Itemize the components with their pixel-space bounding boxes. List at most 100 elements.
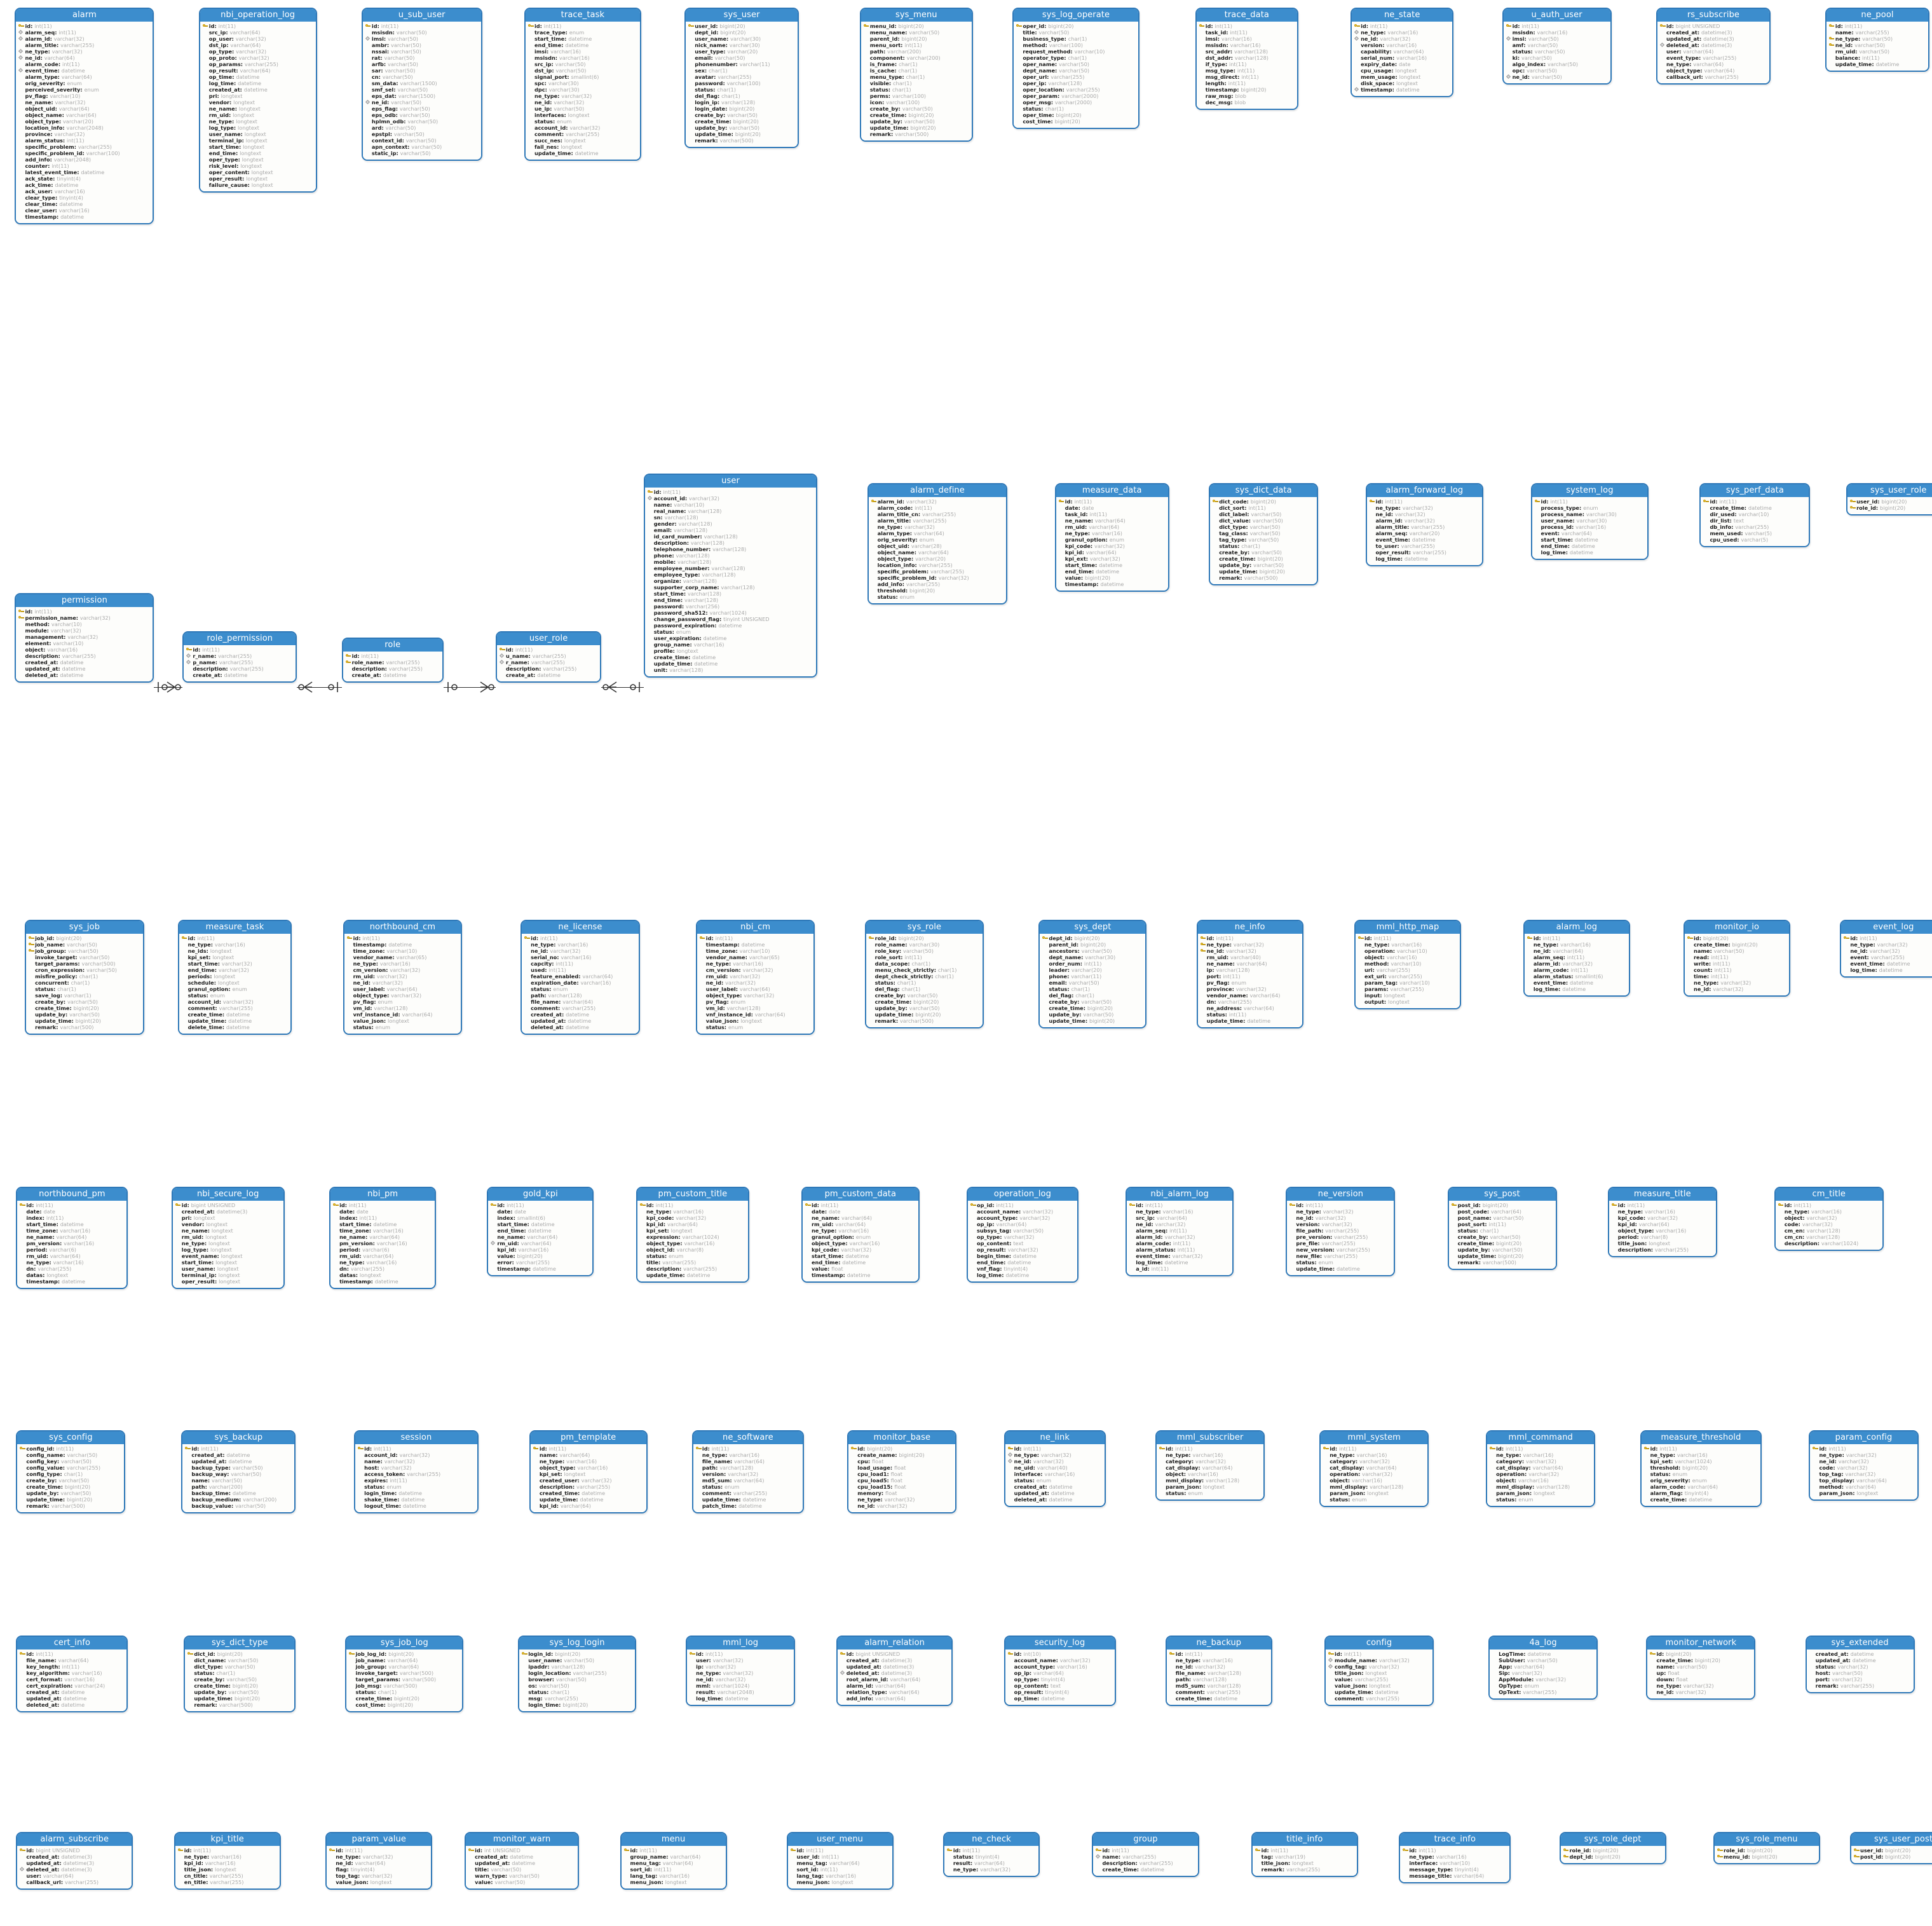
entity-table[interactable]: monitor_io id: bigint(20) create_time: big… (1684, 919, 1791, 997)
entity-table[interactable]: gold_kpi id: int(11) date: date index: smal… (487, 1187, 594, 1277)
entity-table[interactable]: measure_data id: int(11) date: date task_id… (1054, 483, 1169, 592)
entity-table[interactable]: system_log id: int(11) process_type: enum p… (1530, 483, 1649, 561)
entity-table[interactable]: cm_title id: int(11) ne_type: varchar(16) o… (1774, 1187, 1884, 1252)
entity-table[interactable]: rs_subscribe id: bigint UNSIGNED created_a… (1656, 7, 1771, 85)
entity-table[interactable]: alarm_relation id: bigint UNSIGNED created… (836, 1635, 953, 1706)
entity-table[interactable]: measure_threshold id: int(11) ne_type: var… (1640, 1430, 1762, 1508)
entity-table[interactable]: ne_state id: int(11) ne_type: varchar(16) n… (1350, 7, 1454, 97)
column-spacer (348, 1663, 355, 1670)
entity-table[interactable]: nbi_pm id: int(11) date: date index: int(11… (329, 1187, 437, 1290)
entity-table[interactable]: pm_custom_data id: int(11) date: date ne_na… (801, 1187, 920, 1283)
entity-table[interactable]: trace_info id: int(11) ne_type: varchar(16… (1399, 1831, 1511, 1883)
entity-table[interactable]: alarm_forward_log id: int(11) ne_type: var… (1365, 483, 1484, 567)
column-spacer (1007, 1657, 1014, 1663)
column-name: param_json (1330, 1490, 1363, 1497)
entity-table[interactable]: role_permission id: int(11) r_name: varcha… (182, 631, 297, 683)
entity-table[interactable]: sys_role role_id: bigint(20) role_name: va… (864, 919, 984, 1028)
entity-table[interactable]: sys_role_menu role_id: bigint(20) menu_id:… (1713, 1831, 1821, 1864)
entity-table[interactable]: mml_command id: int(11) ne_type: varchar(1… (1486, 1430, 1596, 1508)
entity-table[interactable]: ne_link id: int(11) ne_type: varchar(32) ne… (1003, 1430, 1106, 1508)
entity-table[interactable]: sys_user_post user_id: bigint(20) post_id:… (1849, 1831, 1932, 1864)
entity-table[interactable]: trace_task id: int(11) trace_type: enum sta… (524, 7, 641, 161)
entity-table[interactable]: 4a_log LogTime: datetime SubUser: varchar(… (1488, 1635, 1598, 1700)
entity-table[interactable]: pm_template id: int(11) name: varchar(64) n… (529, 1430, 648, 1514)
entity-table[interactable]: mml_system id: int(11) ne_type: varchar(16… (1319, 1430, 1429, 1508)
entity-table[interactable]: event_log id: int(11) ne_type: varchar(32)… (1840, 919, 1932, 978)
entity-table[interactable]: alarm_define alarm_id: varchar(32) alarm_c… (867, 483, 1008, 605)
entity-table[interactable]: sys_log_login login_id: bigint(20) user_na… (518, 1635, 636, 1712)
entity-table[interactable]: title_info id: int(11) tag: varchar(19) tit… (1251, 1831, 1358, 1877)
entity-table[interactable]: northbound_cm id: int(11) timestamp: datet… (343, 919, 463, 1035)
entity-table[interactable]: nbi_cm id: int(11) timestamp: datetime time… (695, 919, 815, 1035)
entity-table[interactable]: ne_backup id: int(11) ne_type: varchar(16)… (1165, 1635, 1272, 1706)
entity-table[interactable]: sys_post post_id: bigint(20) post_code: va… (1447, 1187, 1557, 1271)
entity-table[interactable]: sys_config config_id: int(11) config_name:… (16, 1430, 126, 1514)
entity-table[interactable]: ne_license id: int(11) ne_type: varchar(16… (520, 919, 640, 1035)
column-separator: : (1571, 973, 1575, 980)
entity-table[interactable]: menu id: int(11) group_name: varchar(64) me… (620, 1831, 727, 1890)
entity-table[interactable]: measure_title id: int(11) ne_type: varchar… (1607, 1187, 1717, 1258)
entity-table[interactable]: mml_subscriber id: int(11) ne_type: varcha… (1155, 1430, 1265, 1501)
entity-table[interactable]: pm_custom_title id: int(11) ne_type: varch… (636, 1187, 749, 1283)
entity-table[interactable]: sys_user_role user_id: bigint(20) role_id:… (1846, 483, 1932, 516)
entity-table[interactable]: ne_version id: int(11) ne_type: varchar(32… (1286, 1187, 1396, 1277)
column-type: varchar(50) (1527, 41, 1558, 48)
column-spacer (647, 648, 654, 654)
entity-table[interactable]: sys_backup id: int(11) created_at: datetim… (181, 1430, 296, 1514)
entity-table[interactable]: sys_dict_type dict_id: bigint(20) dict_nam… (184, 1635, 296, 1712)
column-name: input (1364, 992, 1380, 999)
entity-table[interactable]: sys_log_operate oper_id: bigint(20) title:… (1012, 7, 1139, 129)
entity-table[interactable]: ne_info id: int(11) ne_type: varchar(32) ne… (1196, 919, 1303, 1028)
entity-table[interactable]: security_log id: int(10) account_name: var… (1003, 1635, 1116, 1706)
entity-table[interactable]: param_config id: int(11) ne_type: varchar(… (1809, 1430, 1919, 1501)
entity-table[interactable]: alarm_log id: int(11) ne_type: varchar(16)… (1523, 919, 1630, 997)
column-spacer (647, 629, 654, 635)
entity-table[interactable]: alarm_subscribe id: bigint UNSIGNED create… (16, 1831, 133, 1890)
entity-table[interactable]: session id: int(11) account_id: varchar(32… (354, 1430, 479, 1514)
entity-table[interactable]: sys_job_log job_log_id: bigint(20) job_nam… (345, 1635, 464, 1712)
entity-table[interactable]: measure_task id: int(11) ne_type: varchar(… (177, 919, 292, 1035)
column-row: ne_id: varchar(32) (1687, 986, 1787, 992)
entity-table[interactable]: u_auth_user id: int(11) msisdn: varchar(16… (1502, 7, 1612, 85)
entity-table[interactable]: param_value id: int(11) ne_type: varchar(3… (325, 1831, 433, 1890)
column-spacer (1506, 55, 1513, 61)
entity-table[interactable]: user id: int(11) account_id: varchar(32) na… (643, 473, 818, 678)
entity-table[interactable]: sys_extended created_at: datetime updated_… (1805, 1635, 1915, 1693)
entity-table[interactable]: sys_dept dept_id: bigint(20) parent_id: bi… (1038, 919, 1147, 1028)
column-row: cn_title: varchar(255) (177, 1873, 278, 1879)
entity-table[interactable]: northbound_pm id: int(11) date: date index:… (16, 1187, 128, 1290)
entity-table[interactable]: mml_http_map id: int(11) ne_type: varchar(… (1354, 919, 1462, 1009)
entity-table[interactable]: role id: int(11) role_name: varchar(255) de… (341, 637, 444, 683)
entity-table[interactable]: permission id: int(11) permission_name: va… (15, 592, 154, 683)
entity-table[interactable]: mml_log id: int(11) user: varchar(32) ip: v… (686, 1635, 796, 1706)
entity-table[interactable]: kpi_title id: int(11) ne_type: varchar(16)… (173, 1831, 281, 1890)
entity-table[interactable]: sys_user user_id: bigint(20) dept_id: bigi… (684, 7, 799, 148)
entity-table[interactable]: ne_check id: int(11) status: tinyint(4) res… (942, 1831, 1040, 1877)
column-spacer (19, 1227, 26, 1234)
column-name: status (653, 628, 672, 635)
entity-table[interactable]: u_sub_user id: int(11) msisdn: varchar(50)… (361, 7, 482, 161)
column-row: kpi_code: varchar(32) (1611, 1215, 1714, 1221)
entity-table[interactable]: monitor_network id: bigint(20) create_time… (1646, 1635, 1756, 1700)
entity-table[interactable]: sys_role_dept role_id: bigint(20) dept_id:… (1559, 1831, 1666, 1864)
entity-table[interactable]: user_menu id: int(11) user_id: int(11) menu… (786, 1831, 894, 1890)
column-row: param_tag: varchar(10) (1357, 980, 1458, 986)
entity-table[interactable]: monitor_base id: bigint(20) create_name: b… (847, 1430, 957, 1514)
entity-table[interactable]: user_role id: int(11) u_name: varchar(255)… (496, 631, 602, 683)
entity-table[interactable]: trace_data id: int(11) task_id: int(11) ims… (1195, 7, 1298, 110)
entity-table[interactable]: alarm id: int(11) alarm_seq: int(11) alarm_… (15, 7, 154, 224)
entity-table[interactable]: ne_software id: int(11) ne_type: varchar(1… (691, 1430, 804, 1514)
entity-table[interactable]: sys_menu menu_id: bigint(20) menu_name: va… (859, 7, 973, 142)
entity-table[interactable]: group id: int(11) name: varchar(255) descri… (1092, 1831, 1199, 1877)
entity-table[interactable]: nbi_alarm_log id: int(11) ne_type: varchar… (1126, 1187, 1234, 1277)
entity-table[interactable]: ne_pool id: int(11) name: varchar(255) ne_t… (1825, 7, 1930, 72)
entity-table[interactable]: nbi_operation_log id: int(11) src_ip: varc… (198, 7, 317, 193)
entity-table[interactable]: sys_job job_id: bigint(20) job_name: varch… (25, 919, 144, 1035)
entity-table[interactable]: sys_dict_data dict_code: bigint(20) dict_s… (1209, 483, 1319, 586)
entity-table[interactable]: cert_info id: int(11) file_name: varchar(6… (16, 1635, 128, 1712)
entity-table[interactable]: config id: int(11) module_name: varchar(32… (1324, 1635, 1434, 1706)
entity-table[interactable]: monitor_warn id: int UNSIGNED created_at: … (465, 1831, 580, 1890)
entity-table[interactable]: operation_log op_id: int(11) account_name:… (966, 1187, 1078, 1283)
entity-table[interactable]: nbi_secure_log id: bigint UNSIGNED created… (171, 1187, 285, 1290)
entity-table[interactable]: sys_perf_data id: int(11) create_time: dat… (1699, 483, 1811, 548)
